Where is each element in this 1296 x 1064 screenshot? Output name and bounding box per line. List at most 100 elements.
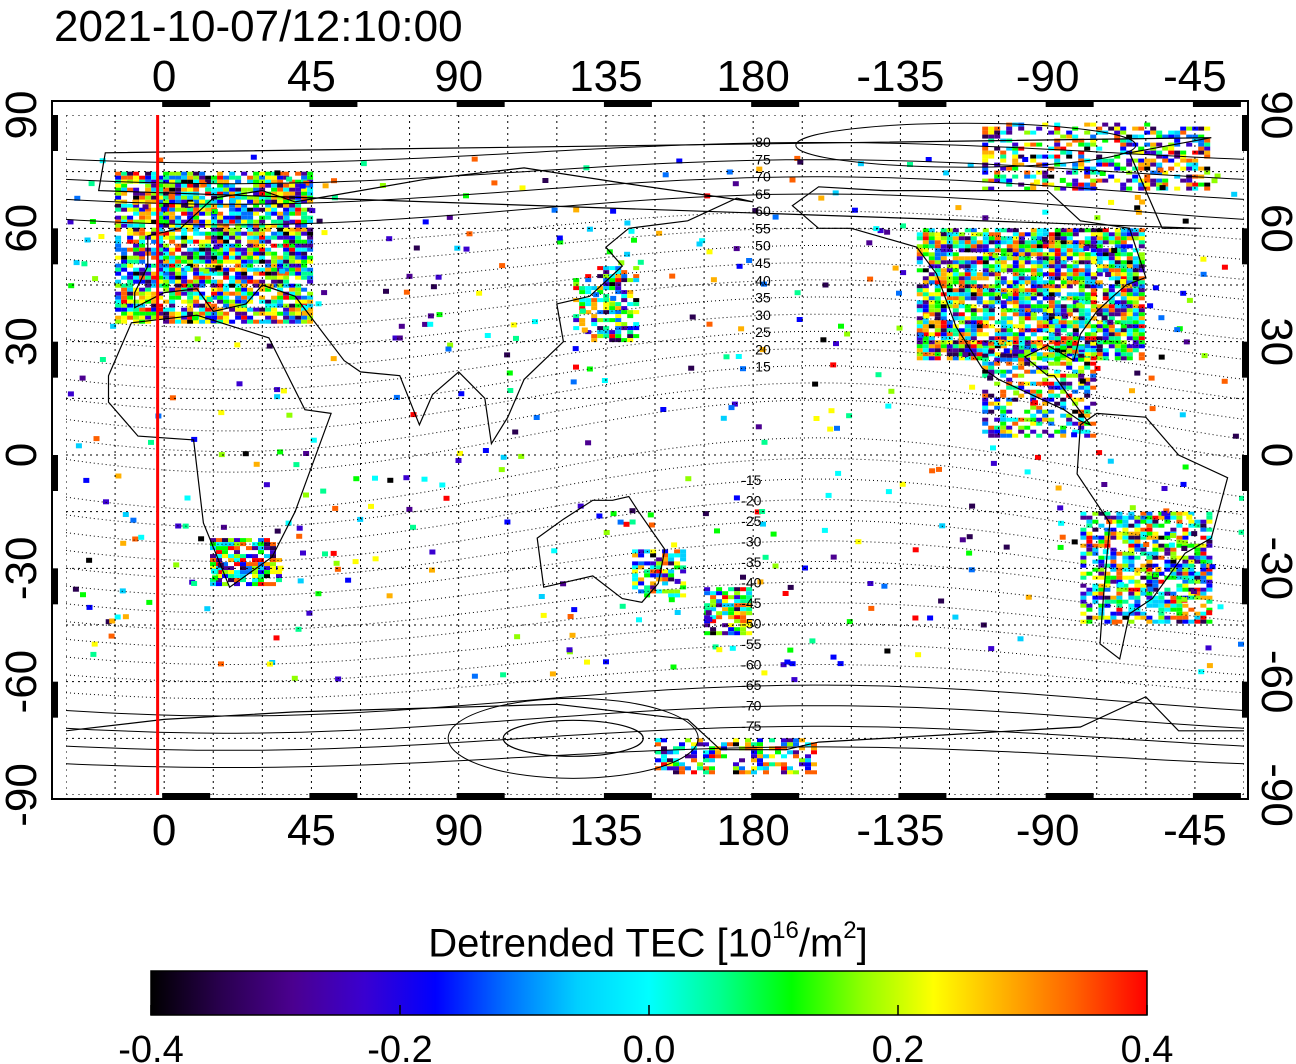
tec-cell [1036, 232, 1043, 237]
tec-cell [1176, 599, 1183, 604]
tec-cell [982, 236, 989, 241]
tec-cell [1186, 126, 1193, 131]
tec-cell [121, 191, 128, 196]
tec-cell [289, 251, 296, 256]
tec-cell [912, 547, 919, 553]
tec-cell [193, 199, 200, 204]
tec-cell [1200, 603, 1207, 608]
tec-cell [1054, 332, 1061, 337]
tec-cell [211, 315, 218, 320]
tec-cell [1132, 158, 1139, 163]
tec-cell [1152, 555, 1159, 560]
tec-cell [193, 311, 200, 316]
tec-cell [994, 268, 1001, 273]
tec-cell [1054, 154, 1061, 159]
tec-cell [650, 569, 657, 574]
tec-cell [1134, 547, 1141, 552]
tec-cell [1152, 531, 1159, 536]
tec-cell [181, 251, 188, 256]
tec-cell [674, 565, 681, 570]
tec-cell [181, 183, 188, 188]
tec-cell [259, 247, 266, 252]
tec-cell [193, 195, 200, 200]
tec-cell [982, 178, 989, 183]
tec-cell [169, 395, 176, 401]
tec-cell [199, 207, 206, 212]
tec-cell [265, 223, 272, 228]
tec-cell [632, 581, 639, 586]
tec-cell [157, 235, 164, 240]
tec-cell [928, 304, 935, 309]
tec-cell [940, 244, 947, 249]
tec-cell [1102, 236, 1109, 241]
tec-cell [280, 388, 287, 394]
tec-cell [994, 272, 1001, 277]
tec-cell [181, 235, 188, 240]
tec-cell [1000, 332, 1007, 337]
tec-cell [1066, 272, 1073, 277]
tec-cell [199, 259, 206, 264]
tec-cell [1110, 575, 1117, 580]
tec-cell [1140, 515, 1147, 520]
contour-label: -55 [741, 636, 761, 652]
tec-cell [958, 276, 965, 281]
tec-cell [1018, 256, 1025, 261]
tec-cell [946, 260, 953, 265]
tec-cell [1138, 332, 1145, 337]
tec-cell [733, 495, 740, 501]
tec-cell [360, 161, 367, 167]
tec-cell [976, 300, 983, 305]
tec-cell [1036, 300, 1043, 305]
tec-cell [206, 297, 213, 302]
tec-cell [982, 166, 989, 171]
tec-cell [1138, 356, 1145, 361]
tec-cell [1116, 567, 1123, 572]
tec-cell [728, 615, 735, 620]
tec-cell [1152, 515, 1159, 520]
tec-cell [1206, 595, 1213, 600]
tec-cell [982, 324, 989, 329]
tec-cell [241, 299, 248, 304]
tec-cell [1098, 595, 1105, 600]
tec-cell [1120, 268, 1127, 273]
tec-cell [716, 587, 723, 592]
tec-cell [1076, 302, 1083, 308]
tec-cell [633, 310, 640, 315]
tec-cell [1114, 272, 1121, 277]
lon-label-top: 45 [287, 52, 336, 101]
tec-cell [132, 536, 139, 542]
tec-cell [772, 214, 779, 220]
tec-cell [740, 627, 747, 632]
tec-cell [283, 211, 290, 216]
tec-cell [210, 562, 216, 567]
tec-cell [507, 388, 514, 393]
tec-cell [838, 323, 844, 329]
tec-cell [633, 334, 640, 339]
tec-cell [1000, 409, 1007, 414]
tec-cell [307, 231, 314, 236]
tec-cell [1120, 312, 1127, 317]
tec-cell [258, 566, 264, 571]
tec-cell [181, 227, 188, 232]
tec-cell [307, 199, 314, 204]
magnetic-contours [66, 122, 1244, 779]
tec-cell [1054, 264, 1061, 269]
tec-cell [1018, 308, 1025, 313]
tec-cell [668, 593, 675, 598]
tec-cell [1182, 611, 1189, 616]
tec-cell [289, 235, 296, 240]
tec-cell [271, 175, 278, 180]
tec-cell [1108, 199, 1115, 205]
tec-cell [770, 531, 777, 537]
tec-cell [934, 252, 941, 257]
tec-cell [1120, 232, 1127, 237]
tec-cell [994, 228, 1001, 233]
tec-cell [175, 223, 182, 228]
tec-cell [222, 542, 228, 547]
tec-cell [922, 268, 929, 273]
tec-cell [851, 207, 858, 213]
tec-cell [934, 296, 941, 301]
tec-cell [1098, 575, 1105, 580]
tec-cell [163, 307, 170, 312]
tec-cell [928, 228, 935, 233]
